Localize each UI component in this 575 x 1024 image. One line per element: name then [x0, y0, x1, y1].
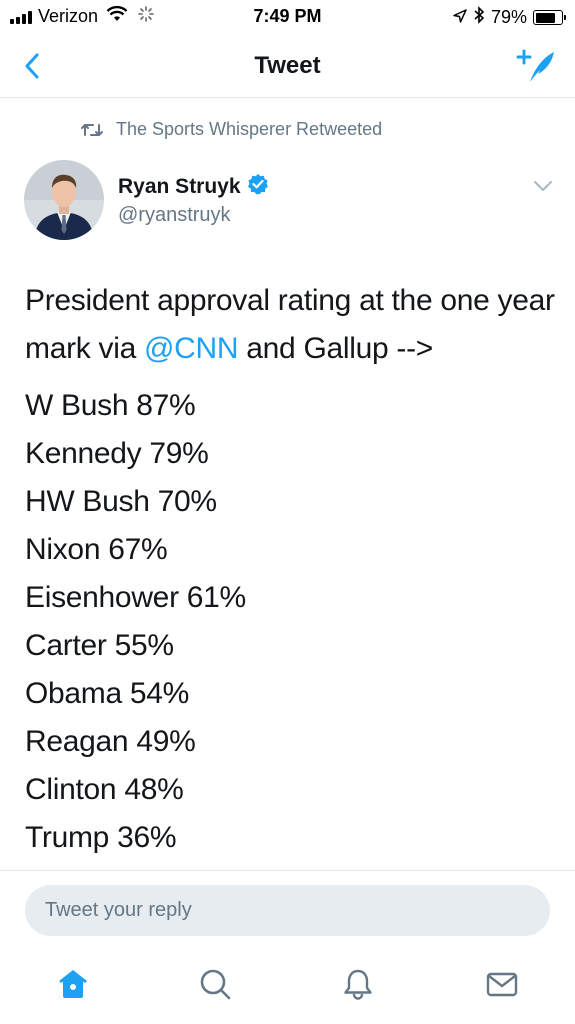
- divider: [0, 870, 575, 871]
- battery-icon: [533, 10, 566, 25]
- back-button[interactable]: [14, 48, 50, 84]
- search-icon: [200, 969, 231, 1000]
- status-bar: Verizon 7:49 PM 79%: [0, 0, 575, 34]
- approval-list: W Bush 87% Kennedy 79% HW Bush 70% Nixon…: [25, 382, 555, 862]
- carrier-name: Verizon: [38, 6, 99, 26]
- compose-tweet-icon: [516, 49, 554, 82]
- activity-icon: [138, 6, 154, 27]
- list-item: Kennedy 79%: [25, 437, 209, 470]
- status-time: 7:49 PM: [253, 6, 322, 26]
- author-handle[interactable]: @ryanstruyk: [118, 204, 231, 226]
- list-item: Clinton 48%: [25, 773, 184, 806]
- status-right: 79%: [453, 6, 566, 29]
- tweet-text-part1: President approval rating at the one yea…: [25, 284, 555, 365]
- retweet-context[interactable]: The Sports Whisperer Retweeted: [80, 119, 382, 140]
- list-item: HW Bush 70%: [25, 485, 217, 518]
- status-left: Verizon: [10, 5, 154, 27]
- chevron-down-icon: [534, 181, 552, 191]
- tweet-text-part2: and Gallup -->: [238, 332, 434, 365]
- avatar-image: [24, 160, 104, 240]
- list-item: Eisenhower 61%: [25, 581, 246, 614]
- list-item: Trump 36%: [25, 821, 177, 854]
- list-item: Obama 54%: [25, 677, 190, 710]
- page-title: Tweet: [254, 52, 321, 79]
- list-item: W Bush 87%: [25, 389, 196, 422]
- battery-percent: 79%: [490, 7, 527, 27]
- tab-bar: [0, 950, 575, 1024]
- tweet-options-button[interactable]: [531, 176, 555, 196]
- reply-input[interactable]: [25, 885, 550, 936]
- bluetooth-icon: [473, 6, 485, 29]
- avatar[interactable]: [24, 160, 104, 240]
- tab-search[interactable]: [195, 964, 235, 1004]
- list-item: Carter 55%: [25, 629, 174, 662]
- compose-tweet-button[interactable]: [515, 46, 557, 86]
- list-item: Reagan 49%: [25, 725, 196, 758]
- tweet-text: President approval rating at the one yea…: [25, 277, 555, 373]
- battery-level: [535, 12, 556, 23]
- chevron-left-icon: [25, 53, 39, 79]
- tab-messages[interactable]: [482, 964, 522, 1004]
- nav-bar: Tweet: [0, 34, 575, 98]
- list-item: Nixon 67%: [25, 533, 168, 566]
- verified-badge-icon: [247, 173, 269, 201]
- author-name-text: Ryan Struyk: [118, 175, 241, 198]
- location-arrow-icon: [453, 7, 467, 28]
- author-name[interactable]: Ryan Struyk: [118, 173, 269, 201]
- tab-home[interactable]: [53, 964, 93, 1004]
- home-icon: [59, 970, 87, 998]
- messages-icon: [486, 972, 518, 997]
- tab-notifications[interactable]: [338, 964, 378, 1004]
- mention-link[interactable]: @CNN: [144, 332, 239, 365]
- wifi-icon: [106, 5, 128, 27]
- retweet-icon: [81, 123, 103, 136]
- notifications-icon: [344, 969, 372, 1000]
- signal-icon: [10, 10, 32, 24]
- retweet-context-text: The Sports Whisperer Retweeted: [116, 119, 383, 139]
